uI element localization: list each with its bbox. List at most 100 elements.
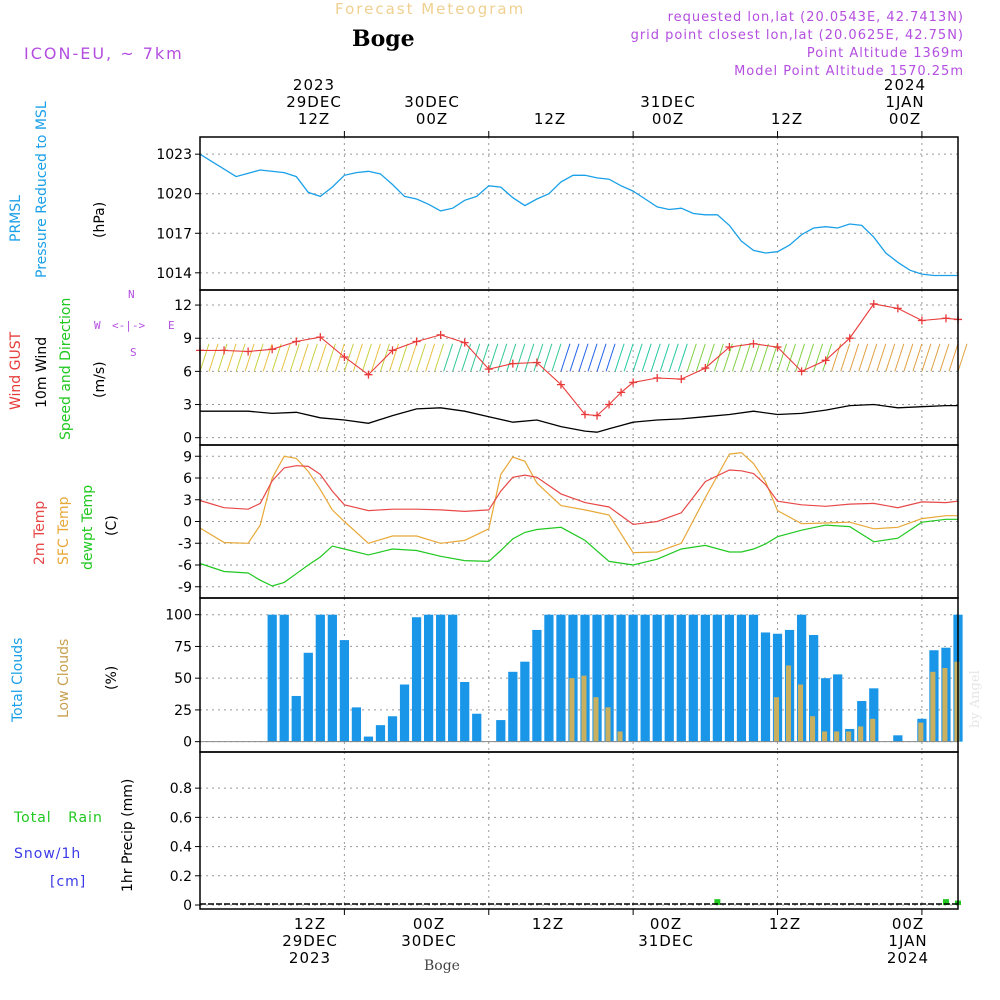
total-cloud-bar	[700, 614, 710, 742]
wind-barb	[398, 343, 408, 372]
gust-marker	[617, 388, 626, 397]
total-cloud-bar	[472, 713, 482, 742]
gust-marker	[316, 333, 325, 342]
sfc-temp-line	[199, 451, 958, 554]
total-cloud-bar	[652, 614, 662, 742]
total-cloud-bar	[556, 614, 566, 742]
wind-barb	[912, 343, 923, 372]
low-cloud-bar	[930, 671, 936, 742]
total-cloud-bar	[339, 640, 350, 742]
total-cloud-bar	[772, 633, 783, 742]
precip-tick-label: 0.8	[170, 781, 192, 797]
wind-barb	[948, 343, 959, 372]
total-cloud-bar	[460, 681, 470, 742]
gust-marker	[581, 410, 590, 419]
total-cloud-bar	[604, 614, 614, 742]
wind-barb	[542, 343, 553, 372]
wind-barb	[659, 343, 670, 372]
wind-barb	[578, 343, 589, 372]
low-cloud-bar	[605, 707, 611, 742]
temp-tick-label: 6	[183, 471, 192, 487]
gust-marker	[436, 330, 445, 339]
wind-barb	[786, 343, 797, 372]
total-cloud-bar	[796, 614, 807, 742]
gust-marker	[941, 314, 950, 323]
low-cloud-bar	[858, 726, 864, 742]
wind-barb	[876, 343, 887, 372]
gust-marker	[220, 346, 229, 355]
total-cloud-bar	[760, 632, 771, 742]
wind-barb	[740, 343, 751, 372]
gust-marker	[629, 378, 638, 387]
clouds-tick-label: 0	[183, 735, 192, 751]
total-cloud-bar	[375, 725, 386, 742]
low-cloud-bar	[942, 668, 948, 742]
wind-barb	[614, 343, 625, 372]
total-cloud-bar	[351, 707, 362, 742]
low-cloud-bar	[785, 665, 792, 742]
wind-barb	[903, 343, 914, 372]
wind-barb	[858, 343, 869, 372]
gust-marker	[268, 345, 277, 354]
low-cloud-bar	[581, 675, 587, 742]
wind-tick-label: 12	[174, 298, 192, 314]
low-cloud-bar	[870, 718, 876, 742]
wind-barb	[632, 343, 643, 372]
wind-barb	[840, 343, 851, 372]
footer-station: Boge	[424, 958, 460, 974]
wind-barb	[370, 343, 381, 372]
total-cloud-bar	[833, 674, 843, 742]
wind-barb	[930, 343, 941, 372]
rain-bar	[942, 899, 949, 905]
total-cloud-bar	[315, 614, 325, 742]
wind-barb	[407, 343, 418, 372]
top-time-label: 30DEC 00Z	[404, 93, 460, 128]
wind-barb	[813, 343, 824, 372]
gust-marker	[749, 339, 758, 348]
compass-e: E	[168, 319, 175, 332]
pressure-tick-label: 1020	[156, 187, 192, 203]
top-time-label: 2023 29DEC 12Z	[286, 76, 342, 128]
total-cloud-bar	[423, 614, 434, 742]
total-cloud-bar	[532, 629, 542, 742]
total-cloud-bar	[508, 671, 518, 742]
wind-barb	[551, 343, 562, 372]
gust-marker	[412, 337, 421, 346]
wind-barb	[434, 343, 445, 372]
low-cloud-bar	[797, 684, 804, 742]
wind-barb	[596, 343, 607, 372]
wind-barb	[416, 343, 427, 372]
low-cloud-bar	[593, 697, 599, 742]
precip-tick-label: 0	[183, 898, 192, 914]
pressure-panel-frame	[199, 136, 959, 291]
wind-tick-label: 3	[183, 398, 192, 414]
total-cloud-bar	[857, 701, 867, 742]
gust-marker	[653, 374, 662, 382]
wind-barb	[560, 343, 571, 372]
clouds-tick-label: 100	[165, 608, 192, 624]
wind-barb	[749, 343, 760, 372]
gust-marker	[845, 334, 854, 343]
clouds-tick-label: 50	[174, 671, 192, 687]
pressure-tick-label: 1023	[156, 147, 192, 163]
total-cloud-bar	[291, 695, 301, 742]
wind-barb	[587, 343, 598, 372]
model-point-altitude: Model Point Altitude 1570.25m	[734, 64, 964, 79]
gust-marker	[869, 299, 878, 308]
requested-coords: requested lon,lat (20.0543E, 42.7413N)	[667, 10, 964, 25]
wind-tick-label: 6	[183, 364, 192, 380]
wind-barb	[623, 343, 634, 372]
gust-marker	[364, 370, 373, 379]
total-cloud-bar	[327, 614, 337, 742]
gust-marker	[605, 400, 614, 409]
wind-barb	[253, 343, 264, 372]
temp-tick-label: 9	[183, 449, 192, 465]
point-altitude: Point Altitude 1369m	[806, 46, 964, 61]
total-cloud-bar	[748, 614, 759, 742]
temp-tick-label: -6	[178, 558, 192, 574]
bottom-time-label: 00Z 1JAN 2024	[886, 915, 930, 967]
wind-barb	[244, 343, 255, 372]
low-cloud-bar	[617, 731, 623, 742]
wind-barb	[759, 343, 769, 372]
